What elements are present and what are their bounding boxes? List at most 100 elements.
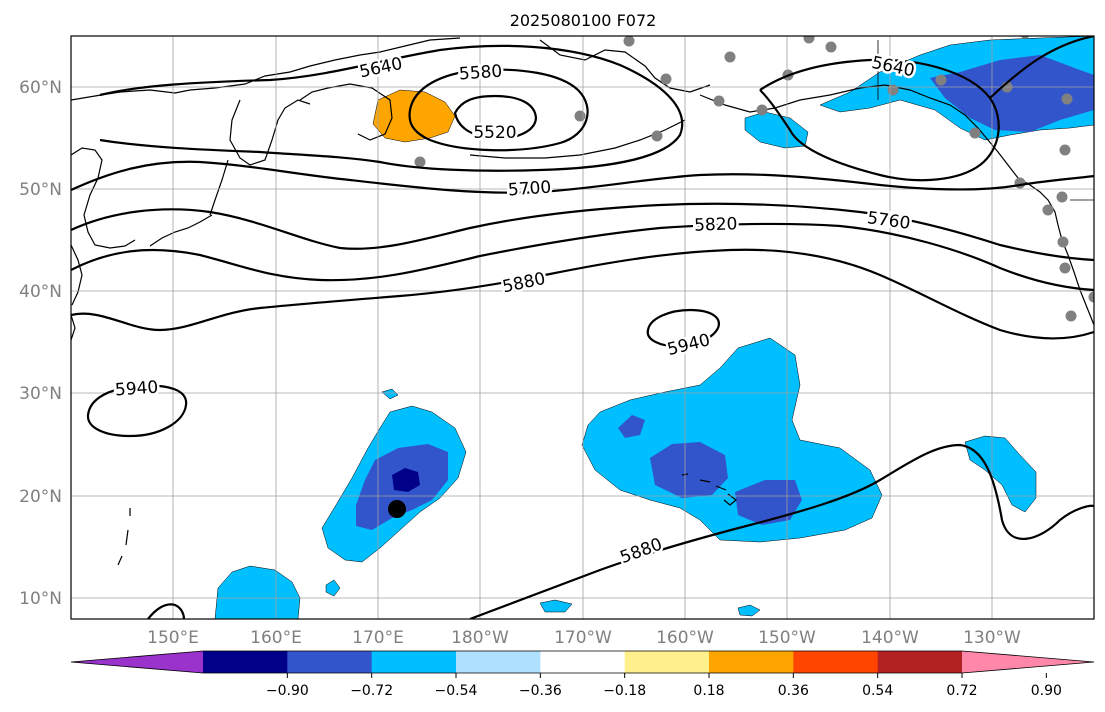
colorbar-extend-low <box>71 651 203 673</box>
coastline-border-canada <box>877 40 1094 201</box>
station-marker <box>1020 36 1030 39</box>
contour-line-5880 <box>71 248 1094 340</box>
lat-label: 20°N <box>19 487 62 507</box>
contour-label-5580: 5580 <box>458 62 503 85</box>
shade-region-small-c <box>325 579 341 597</box>
station-marker <box>935 74 947 86</box>
coastline-mariana <box>117 508 131 566</box>
colorbar-outline <box>70 650 1095 674</box>
colorbar-tick-label: −0.18 <box>603 683 646 699</box>
lat-label: 60°N <box>19 78 62 98</box>
colorbar-segment <box>624 651 710 673</box>
station-marker <box>660 73 672 85</box>
map-title: 2025080100 F072 <box>510 11 657 30</box>
contour-line-5580 <box>408 68 589 152</box>
contour-labels: 5640 5580 5520 5640 5700 5820 5760 5880 … <box>112 50 919 570</box>
station-marker <box>825 41 837 53</box>
colorbar-segment <box>203 651 288 673</box>
map-frame <box>70 35 1095 620</box>
station-marker <box>1056 191 1068 203</box>
lat-label: 50°N <box>19 180 62 200</box>
contour-line-5640-west <box>99 44 684 172</box>
shade-region-hawaii-mid-a <box>650 442 728 498</box>
colorbar-tick-label: −0.90 <box>266 683 309 699</box>
station-marker <box>724 51 736 63</box>
colorbar-tick-label: −0.54 <box>435 683 478 699</box>
lon-label: 150°W <box>758 628 816 648</box>
contour-line-5880-south <box>469 443 1094 619</box>
contour-label-5700: 5700 <box>507 178 552 201</box>
coastline-alaska-west <box>539 39 711 93</box>
coastline-asia-north <box>71 37 461 101</box>
station-marker <box>803 36 815 44</box>
lon-label: 160°E <box>250 628 302 648</box>
colorbar-tick-label: 0.18 <box>693 683 724 699</box>
longitude-labels: 150°E 160°E 170°E 180°W 170°W 160°W 150°… <box>147 628 1021 648</box>
colorbar-segment <box>540 651 626 673</box>
contour-line-5640-east <box>759 58 1000 182</box>
coastline-aleutians <box>469 119 686 159</box>
lon-label: 130°W <box>963 628 1021 648</box>
shade-region-south-small <box>539 599 573 613</box>
lon-label: 170°E <box>352 628 404 648</box>
lon-label: 140°W <box>861 628 919 648</box>
coastline-kamchatka <box>299 83 393 141</box>
coastline-korea <box>71 244 83 306</box>
colorbar-segment <box>793 651 879 673</box>
contour-line-5880-sw <box>147 603 186 619</box>
lon-label: 160°W <box>656 628 714 648</box>
coastline-bc <box>1017 177 1094 326</box>
shade-region-hawaii-mid-b <box>735 480 802 525</box>
shade-region-hawaii <box>581 337 883 543</box>
station-marker <box>1057 236 1069 248</box>
colorbar-segment <box>709 651 794 673</box>
coastline-japan <box>71 147 136 249</box>
colorbar-segment <box>371 651 457 673</box>
colorbar: −0.90 −0.72 −0.54 −0.36 −0.18 0.18 0.36 0.54 0.7… <box>70 650 1095 699</box>
shade-region-hawaii-mid-c <box>618 415 645 438</box>
contour-label-5940-west: 5940 <box>114 378 159 401</box>
colorbar-tick-label: 0.72 <box>946 683 977 699</box>
shaded-field <box>214 36 1094 619</box>
lat-label: 30°N <box>19 384 62 404</box>
map-panel: 5640 5580 5520 5640 5700 5820 5760 5880 … <box>70 35 1095 620</box>
station-marker <box>1059 144 1071 156</box>
colorbar-tick-label: −0.72 <box>350 683 393 699</box>
coastline-china <box>71 314 76 341</box>
station-marker <box>1065 310 1077 322</box>
station-marker <box>1059 262 1071 274</box>
station-marker <box>1061 93 1073 105</box>
colorbar-tick-label: 0.90 <box>1031 683 1062 699</box>
station-marker <box>623 36 635 47</box>
colorbar-tick-label: 0.36 <box>778 683 809 699</box>
shade-region-south-small-b <box>737 604 761 617</box>
height-contours <box>71 36 1094 619</box>
colorbar-tick-label: −0.36 <box>519 683 562 699</box>
contour-line-5700 <box>71 160 1094 194</box>
station-marker <box>713 95 725 107</box>
storm-center-marker <box>388 500 406 518</box>
contour-line-5760 <box>71 202 1094 262</box>
station-marker <box>1014 177 1026 189</box>
station-marker <box>887 84 899 96</box>
colorbar-segment <box>287 651 373 673</box>
station-marker <box>1088 291 1094 303</box>
shade-region-baja <box>964 435 1037 513</box>
station-marker <box>414 156 426 168</box>
station-marker <box>574 110 586 122</box>
station-marker <box>969 127 981 139</box>
colorbar-tick-label: 0.54 <box>862 683 893 699</box>
contour-label-5520: 5520 <box>473 123 516 143</box>
contour-line-5940-west <box>86 384 188 438</box>
lon-label: 170°W <box>554 628 612 648</box>
colorbar-segment <box>456 651 541 673</box>
coastline-kurils <box>149 214 213 247</box>
coastline-sakhalin <box>209 159 229 216</box>
contour-line-5520 <box>453 94 538 140</box>
lat-label: 40°N <box>19 282 62 302</box>
colorbar-extend-high <box>962 651 1094 673</box>
coastline-okhotsk <box>229 99 311 166</box>
shade-region-orange <box>372 89 456 143</box>
shade-region-alaska-mid <box>930 55 1094 132</box>
